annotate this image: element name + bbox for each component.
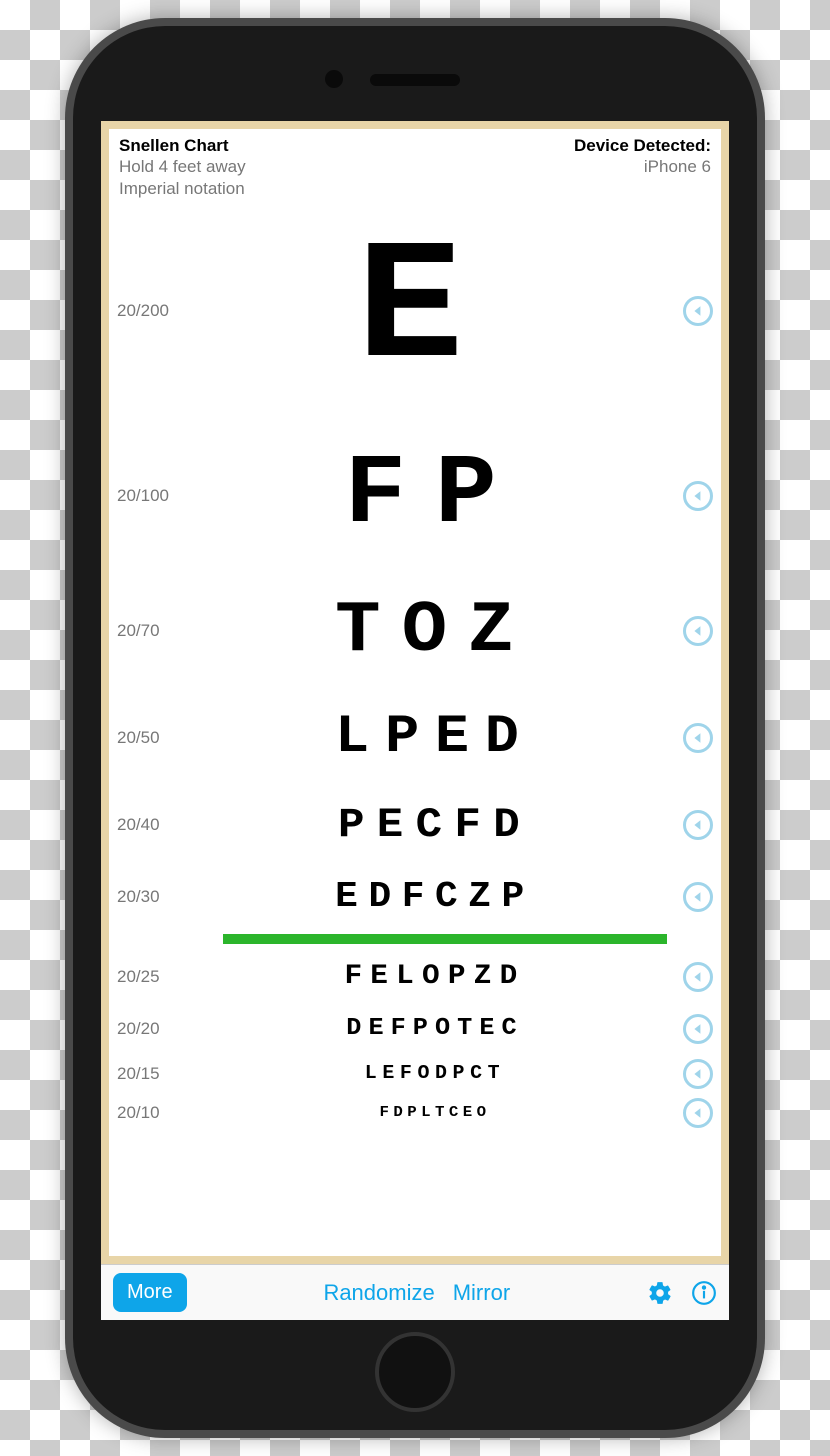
speaker-slot <box>370 74 460 86</box>
randomize-button[interactable]: Randomize <box>323 1280 434 1306</box>
more-button[interactable]: More <box>113 1273 187 1312</box>
header-left: Snellen Chart Hold 4 feet away Imperial … <box>119 135 246 199</box>
chart-row: 20/200E <box>113 201 717 421</box>
toolbar: More Randomize Mirror <box>101 1264 729 1320</box>
chart-row: 20/10FDPLTCEO <box>113 1095 717 1131</box>
optotype-letters: PECFD <box>181 804 689 846</box>
optotype-letters: TOZ <box>181 595 689 667</box>
chart-row: 20/15LEFODPCT <box>113 1053 717 1095</box>
optotype-letters: FELOPZD <box>181 963 689 991</box>
header-right: Device Detected: iPhone 6 <box>574 135 711 199</box>
info-icon[interactable] <box>691 1280 717 1306</box>
chart-title: Snellen Chart <box>119 135 246 156</box>
chart-row: 20/30EDFCZP <box>113 864 717 930</box>
mirror-button[interactable]: Mirror <box>453 1280 510 1306</box>
home-button[interactable] <box>375 1332 455 1412</box>
gear-icon[interactable] <box>647 1280 673 1306</box>
phone-frame: Snellen Chart Hold 4 feet away Imperial … <box>65 18 765 1438</box>
chart-row: 20/25FELOPZD <box>113 950 717 1005</box>
optotype-letters: LEFODPCT <box>181 1064 689 1083</box>
device-name: iPhone 6 <box>574 156 711 177</box>
notation-label: Imperial notation <box>119 178 246 199</box>
camera-dot <box>325 70 343 88</box>
chart-row: 20/20DEFPOTEC <box>113 1005 717 1053</box>
optotype-letters: DEFPOTEC <box>181 1017 689 1041</box>
app-screen: Snellen Chart Hold 4 feet away Imperial … <box>101 121 729 1320</box>
chart-rows: 20/200E20/100FP20/70TOZ20/50LPED20/40PEC… <box>109 201 721 1256</box>
distance-label: Hold 4 feet away <box>119 156 246 177</box>
optotype-letters: EDFCZP <box>181 879 689 915</box>
green-threshold-line <box>223 934 667 944</box>
optotype-letters: FDPLTCEO <box>181 1105 689 1120</box>
chart-row: 20/100FP <box>113 421 717 571</box>
chart-row: 20/70TOZ <box>113 571 717 691</box>
phone-bezel: Snellen Chart Hold 4 feet away Imperial … <box>73 26 757 1430</box>
chart-row: 20/40PECFD <box>113 786 717 864</box>
chart-row: 20/50LPED <box>113 691 717 786</box>
optotype-letters: FP <box>181 447 689 545</box>
device-detected-label: Device Detected: <box>574 135 711 156</box>
optotype-letters: E <box>181 226 689 396</box>
optotype-letters: LPED <box>181 711 689 765</box>
chart-header: Snellen Chart Hold 4 feet away Imperial … <box>109 129 721 201</box>
chart-frame: Snellen Chart Hold 4 feet away Imperial … <box>101 121 729 1264</box>
